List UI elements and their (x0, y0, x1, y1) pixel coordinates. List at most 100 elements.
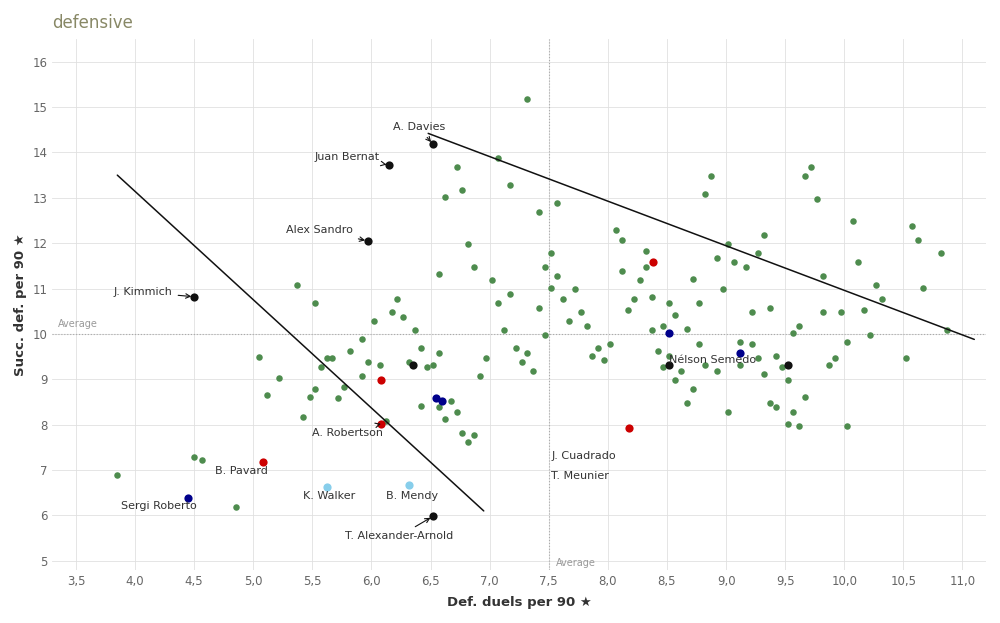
Point (109, 470, 125, 480)
Point (756, 230, 772, 240)
Point (791, 421, 807, 430)
Point (407, 325, 423, 335)
Point (472, 371, 488, 381)
Point (632, 275, 648, 285)
Point (431, 348, 447, 358)
Point (194, 455, 210, 465)
Point (768, 402, 784, 412)
Point (180, 493, 196, 503)
Point (543, 283, 559, 293)
Point (732, 337, 748, 347)
Point (419, 361, 435, 371)
Point (449, 407, 465, 417)
Point (496, 325, 512, 335)
Point (661, 298, 677, 308)
Point (271, 373, 287, 383)
Point (449, 162, 465, 172)
Point (531, 303, 547, 313)
Point (324, 353, 340, 363)
Point (655, 321, 671, 331)
Point (650, 346, 666, 356)
Point (661, 328, 677, 338)
Point (732, 348, 748, 358)
Point (815, 271, 831, 281)
Point (602, 339, 618, 349)
Point (330, 393, 346, 403)
Point (573, 307, 589, 317)
Point (756, 369, 772, 379)
Text: defensive: defensive (52, 14, 133, 32)
Point (667, 375, 683, 385)
Point (780, 360, 796, 370)
Text: J. Kimmich: J. Kimmich (114, 287, 190, 298)
Point (845, 216, 861, 226)
Point (744, 307, 760, 317)
Point (295, 412, 311, 422)
Point (839, 421, 855, 430)
Point (561, 316, 577, 326)
Point (738, 262, 754, 272)
Point (502, 180, 518, 190)
Point (644, 292, 660, 302)
Text: Alex Sandro: Alex Sandro (286, 226, 364, 241)
Point (614, 267, 630, 277)
Point (785, 328, 801, 338)
Point (186, 292, 202, 302)
Point (768, 351, 784, 361)
Text: T. Alexander-Arnold: T. Alexander-Arnold (345, 518, 454, 541)
Point (596, 355, 612, 365)
Point (381, 160, 397, 170)
Text: Juan Bernat: Juan Bernat (315, 152, 386, 166)
Point (856, 305, 872, 315)
Point (443, 396, 459, 406)
Point (531, 207, 547, 217)
Point (431, 402, 447, 412)
Point (685, 384, 701, 394)
Point (342, 346, 358, 356)
Point (313, 361, 329, 371)
Point (401, 480, 417, 490)
Point (466, 262, 482, 272)
Point (821, 360, 837, 370)
X-axis label: Def. duels per 90 ★: Def. duels per 90 ★ (447, 596, 592, 609)
Point (319, 353, 335, 363)
Point (413, 343, 429, 353)
Point (703, 171, 719, 181)
Point (466, 430, 482, 440)
Point (543, 248, 559, 258)
Point (780, 375, 796, 385)
Point (661, 351, 677, 361)
Point (732, 360, 748, 370)
Point (715, 285, 731, 295)
Point (384, 307, 400, 317)
Point (584, 351, 600, 361)
Point (679, 323, 695, 333)
Point (228, 502, 244, 512)
Point (555, 293, 571, 303)
Point (803, 162, 819, 172)
Point (434, 396, 450, 406)
Text: Average: Average (58, 318, 98, 328)
Point (590, 343, 606, 353)
Text: B. Mendy: B. Mendy (386, 492, 438, 502)
Text: Sergi Roberto: Sergi Roberto (121, 502, 197, 511)
Point (319, 482, 335, 492)
Point (626, 293, 642, 303)
Point (620, 305, 636, 315)
Point (614, 235, 630, 245)
Point (490, 153, 506, 163)
Point (307, 298, 323, 308)
Point (874, 293, 890, 303)
Point (780, 419, 796, 429)
Point (667, 310, 683, 320)
Text: B. Pavard: B. Pavard (215, 466, 268, 476)
Point (413, 401, 429, 411)
Point (797, 392, 813, 402)
Point (679, 398, 695, 408)
Point (939, 325, 955, 335)
Y-axis label: Succ. def. per 90 ★: Succ. def. per 90 ★ (14, 233, 27, 376)
Point (437, 414, 453, 424)
Point (638, 262, 654, 272)
Point (709, 366, 725, 376)
Point (915, 283, 931, 293)
